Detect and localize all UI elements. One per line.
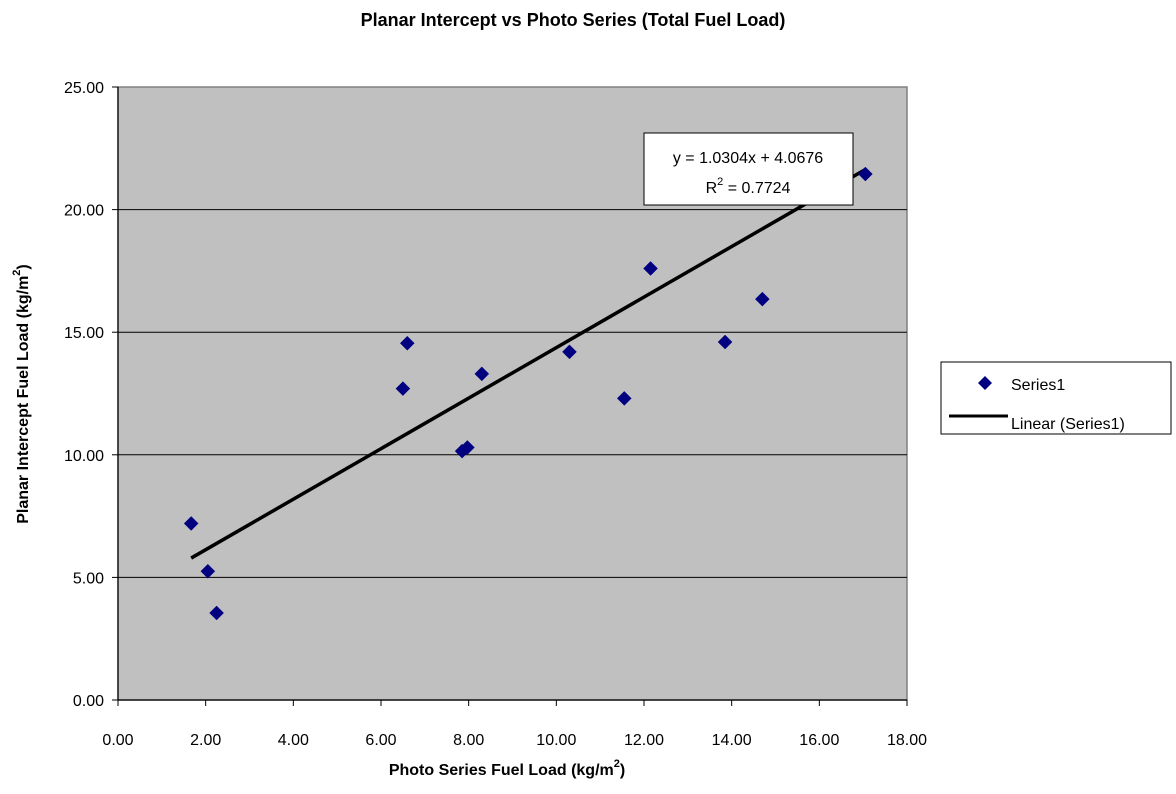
x-tick-label: 14.00 [712, 732, 752, 749]
trendline-equation: y = 1.0304x + 4.0676 [673, 150, 823, 167]
r-squared-r: R [706, 180, 718, 197]
r-squared-label: R2 = 0.7724 [706, 176, 791, 197]
data-point [643, 261, 658, 276]
y-axis-title-sup: 2 [11, 270, 23, 276]
y-tick-label: 20.00 [64, 203, 104, 220]
x-axis-title-sup: 2 [614, 758, 620, 770]
legend-marker-icon [978, 376, 992, 390]
legend-item-series1: Series1 [1011, 377, 1065, 394]
x-tick-label: 10.00 [536, 732, 576, 749]
trendline-equation-box: y = 1.0304x + 4.0676 R2 = 0.7724 [643, 132, 854, 206]
gridlines [118, 209, 907, 578]
y-tick-label: 5.00 [73, 570, 104, 587]
x-tick-label: 4.00 [278, 732, 309, 749]
data-point [562, 344, 577, 360]
data-point [474, 366, 490, 382]
r-squared-sup: 2 [717, 176, 723, 188]
x-tick-label: 0.00 [102, 732, 133, 749]
x-tick-label: 12.00 [624, 732, 664, 749]
trendline [190, 167, 867, 560]
legend-item-linear: Linear (Series1) [1011, 416, 1125, 433]
data-point [717, 334, 733, 350]
y-tick-label: 25.00 [64, 80, 104, 97]
axes [117, 87, 907, 701]
x-axis-title-end: ) [620, 762, 625, 779]
data-point [200, 563, 216, 579]
data-point [616, 391, 632, 406]
x-axis-title: Photo Series Fuel Load (kg/m2) [389, 758, 625, 779]
data-point [858, 166, 873, 182]
x-tick-label: 18.00 [887, 732, 927, 749]
y-axis-title-main: Planar Intercept Fuel Load (kg/m [15, 276, 32, 524]
y-tick-label: 15.00 [64, 325, 104, 342]
data-point [395, 381, 411, 396]
y-tick-label: 0.00 [73, 693, 104, 710]
x-tick-label: 16.00 [799, 732, 839, 749]
data-point [209, 605, 224, 621]
data-points [183, 166, 873, 621]
data-point [459, 440, 475, 455]
x-tick-label: 2.00 [190, 732, 221, 749]
y-tick-label: 10.00 [64, 448, 104, 465]
chart-title: Planar Intercept vs Photo Series (Total … [361, 10, 786, 30]
equation-box-frame [643, 132, 854, 206]
legend: Series1 Linear (Series1) [940, 361, 1172, 435]
r-squared-value: = 0.7724 [723, 180, 790, 197]
x-axis-title-main: Photo Series Fuel Load (kg/m [389, 762, 614, 779]
y-axis-title: Planar Intercept Fuel Load (kg/m2) [11, 264, 32, 524]
trendline-layer [190, 167, 867, 560]
data-point [183, 516, 199, 531]
x-tick-label: 6.00 [365, 732, 396, 749]
x-tick-label: 8.00 [453, 732, 484, 749]
tick-labels: 0.00 5.00 10.00 15.00 20.00 25.00 0.00 2.00 4.00… [64, 80, 927, 749]
data-point [399, 335, 415, 351]
data-point [754, 291, 770, 307]
legend-frame [940, 361, 1172, 435]
y-axis-title-end: ) [15, 264, 32, 269]
